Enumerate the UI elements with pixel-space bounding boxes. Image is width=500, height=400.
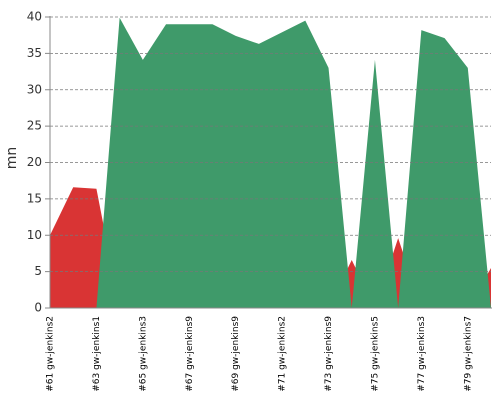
y-axis-label: mn [4,147,20,170]
y-tick-label: 10 [27,228,42,242]
x-tick-label: #63 gw-jenkins1 [92,316,102,392]
y-tick-label: 5 [34,264,42,278]
area [50,187,491,308]
x-tick-label: #69 gw-jenkins9 [231,316,241,392]
x-tick-label: #75 gw-jenkins5 [370,316,380,392]
y-tick-label: 15 [27,191,42,205]
x-tick-label: #77 gw-jenkins3 [417,316,427,392]
y-tick-label: 20 [27,155,42,169]
x-tick-label: #71 gw-jenkins2 [278,316,288,392]
x-tick-label: #65 gw-jenkins3 [138,316,148,392]
x-tick-label: #73 gw-jenkins9 [324,316,334,392]
y-tick-label: 0 [34,301,42,315]
y-tick-label: 25 [27,119,42,133]
y-tick-label: 35 [27,46,42,60]
y-tick-label: 40 [27,10,42,24]
y-tick-label: 30 [27,82,42,96]
x-tick-label: #67 gw-jenkins9 [185,316,195,392]
x-tick-label: #61 gw-jenkins2 [46,316,56,392]
x-tick-label: #79 gw-jenkins7 [463,316,473,392]
